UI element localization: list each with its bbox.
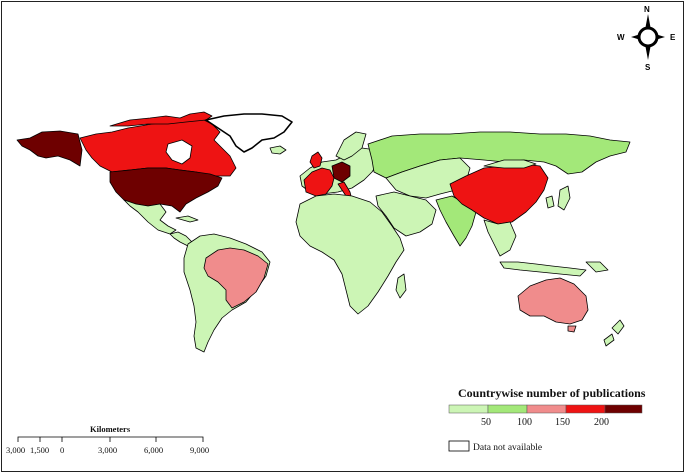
region-southeast-asia (483, 219, 517, 257)
compass-east-label: E (670, 33, 676, 42)
compass-south-label: S (645, 63, 651, 72)
region-indonesia (499, 261, 587, 277)
scale-bar-line (17, 436, 204, 442)
compass-west-label: W (617, 33, 625, 42)
hudson-bay (165, 139, 193, 165)
country-brazil (203, 247, 269, 309)
legend-class-3 (526, 404, 567, 414)
region-africa (295, 193, 405, 315)
country-mongolia (483, 159, 537, 169)
scale-label-3000-left: 3,000 (6, 445, 25, 455)
region-scandinavia (335, 131, 367, 161)
region-papua (585, 261, 609, 273)
scale-label-1500: 1,500 (30, 445, 49, 455)
compass-ring (637, 26, 659, 48)
legend-title: Countrywise number of publications (458, 386, 646, 400)
country-canada (79, 117, 237, 177)
scale-label-0: 0 (60, 445, 64, 455)
legend-class-2 (487, 404, 528, 414)
scale-label-3000: 3,000 (98, 445, 117, 455)
scale-label-9000: 9,000 (190, 445, 209, 455)
country-korea (545, 195, 555, 209)
country-japan (557, 185, 571, 211)
compass-north-label: N (644, 5, 650, 14)
country-canada-islands (109, 111, 213, 127)
region-middle-east (375, 191, 437, 237)
legend-class-1 (448, 404, 489, 414)
legend-label-150: 150 (555, 417, 570, 428)
scale-label-6000: 6,000 (144, 445, 163, 455)
legend-class-4 (565, 404, 606, 414)
country-uk (309, 151, 323, 169)
country-new-zealand-south (603, 333, 615, 347)
country-mexico (123, 199, 177, 235)
countries-layer (16, 111, 631, 353)
compass-rose-icon: N S W E (617, 5, 676, 72)
country-germany (331, 161, 351, 183)
legend-label-50: 50 (481, 417, 491, 428)
country-alaska (16, 130, 83, 167)
legend-label-100: 100 (517, 417, 532, 428)
scale-bar: Kilometers 3,000 1,500 0 3,000 6,000 9,0… (6, 424, 209, 455)
country-australia (517, 277, 589, 325)
legend: Countrywise number of publications 50 10… (448, 386, 646, 453)
compass-needle-north (645, 14, 651, 30)
compass-needle-south (645, 44, 651, 60)
legend-no-data-swatch (448, 440, 470, 452)
country-united-states (109, 167, 223, 213)
country-cuba (175, 215, 199, 223)
legend-label-200: 200 (594, 417, 609, 428)
country-greenland (205, 113, 293, 153)
legend-class-5 (604, 404, 643, 414)
country-france-uk-spain (303, 167, 335, 197)
country-new-zealand (611, 319, 625, 335)
country-madagascar (395, 273, 407, 299)
country-iceland (269, 145, 287, 155)
legend-no-data-label: Data not available (473, 443, 542, 453)
scale-bar-title: Kilometers (90, 424, 131, 434)
country-tasmania (567, 325, 577, 333)
